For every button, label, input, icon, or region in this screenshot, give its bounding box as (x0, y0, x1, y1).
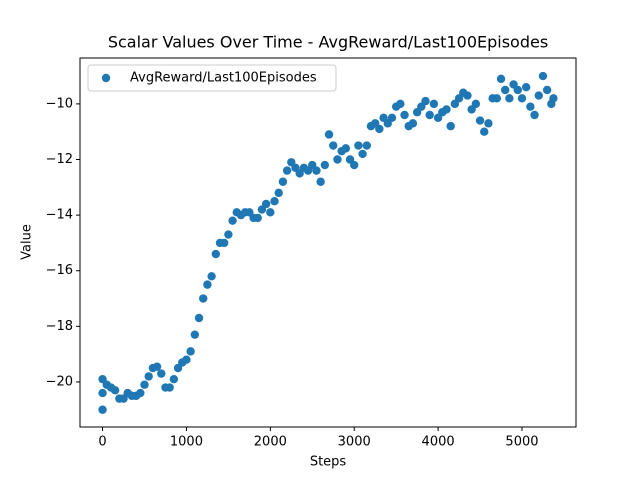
point (492, 94, 502, 103)
point (341, 144, 351, 153)
point (203, 280, 212, 289)
chart-title: Scalar Values Over Time - AvgReward/Last… (108, 33, 548, 52)
y-axis-label: Value (20, 224, 35, 260)
point (98, 388, 107, 398)
point (421, 96, 430, 106)
point (505, 94, 514, 103)
x-tick-label: 2000 (254, 435, 287, 450)
y-tick-label: −18 (46, 319, 73, 334)
point (329, 141, 338, 150)
legend-marker (101, 73, 111, 83)
point (530, 110, 539, 120)
point (228, 216, 237, 225)
point (362, 141, 371, 150)
point (375, 124, 384, 134)
point (136, 388, 145, 398)
legend-label: AvgReward/Last100Episodes (130, 71, 317, 86)
y-tick-label: −20 (46, 374, 73, 389)
x-tick-label: 3000 (338, 435, 371, 450)
point (425, 110, 434, 120)
point (278, 177, 288, 186)
point (110, 386, 120, 395)
point (144, 372, 153, 381)
point (354, 141, 363, 150)
point (98, 405, 107, 414)
x-tick-label: 1000 (170, 435, 203, 450)
point (549, 94, 558, 103)
point (274, 188, 283, 198)
x-tick-label: 5000 (505, 435, 538, 450)
plot-frame (79, 57, 577, 428)
point (400, 110, 409, 120)
x-tick-label: 4000 (422, 435, 455, 450)
point (190, 330, 200, 339)
point (517, 94, 527, 103)
point (169, 374, 179, 384)
point (333, 155, 342, 164)
point (312, 166, 321, 175)
point (442, 105, 451, 114)
y-tick-label: −16 (46, 263, 73, 278)
point (152, 362, 162, 371)
point (324, 130, 334, 139)
y-tick-label: −10 (46, 96, 73, 111)
point (207, 272, 216, 281)
point (496, 74, 506, 84)
point (429, 99, 439, 109)
point (157, 369, 166, 378)
point (396, 99, 405, 109)
point (501, 85, 510, 95)
point (140, 380, 149, 389)
point (211, 249, 221, 259)
y-tick-label: −12 (46, 152, 73, 167)
point (463, 91, 472, 100)
point (513, 85, 522, 95)
point (270, 197, 279, 206)
point (253, 213, 262, 223)
point (194, 313, 204, 323)
point (350, 160, 359, 170)
point (358, 149, 367, 159)
y-tick-label: −14 (46, 208, 73, 223)
point (316, 177, 325, 186)
point (266, 208, 275, 217)
point (542, 85, 552, 95)
point (538, 71, 548, 81)
point (199, 294, 208, 303)
point (526, 102, 535, 111)
point (186, 347, 195, 356)
point (387, 113, 397, 122)
point (408, 119, 418, 128)
point (219, 238, 229, 248)
point (471, 99, 481, 109)
x-axis-label: Steps (310, 455, 347, 470)
legend-box (87, 64, 337, 92)
point (224, 230, 233, 239)
point (534, 91, 543, 100)
point (475, 116, 485, 125)
point (480, 127, 489, 136)
point (320, 160, 330, 170)
point (261, 199, 271, 209)
point (521, 82, 531, 92)
x-tick-label: 0 (98, 435, 106, 450)
point (446, 121, 455, 131)
point (182, 355, 191, 364)
point (282, 166, 292, 175)
point (484, 119, 493, 128)
point (165, 383, 174, 392)
